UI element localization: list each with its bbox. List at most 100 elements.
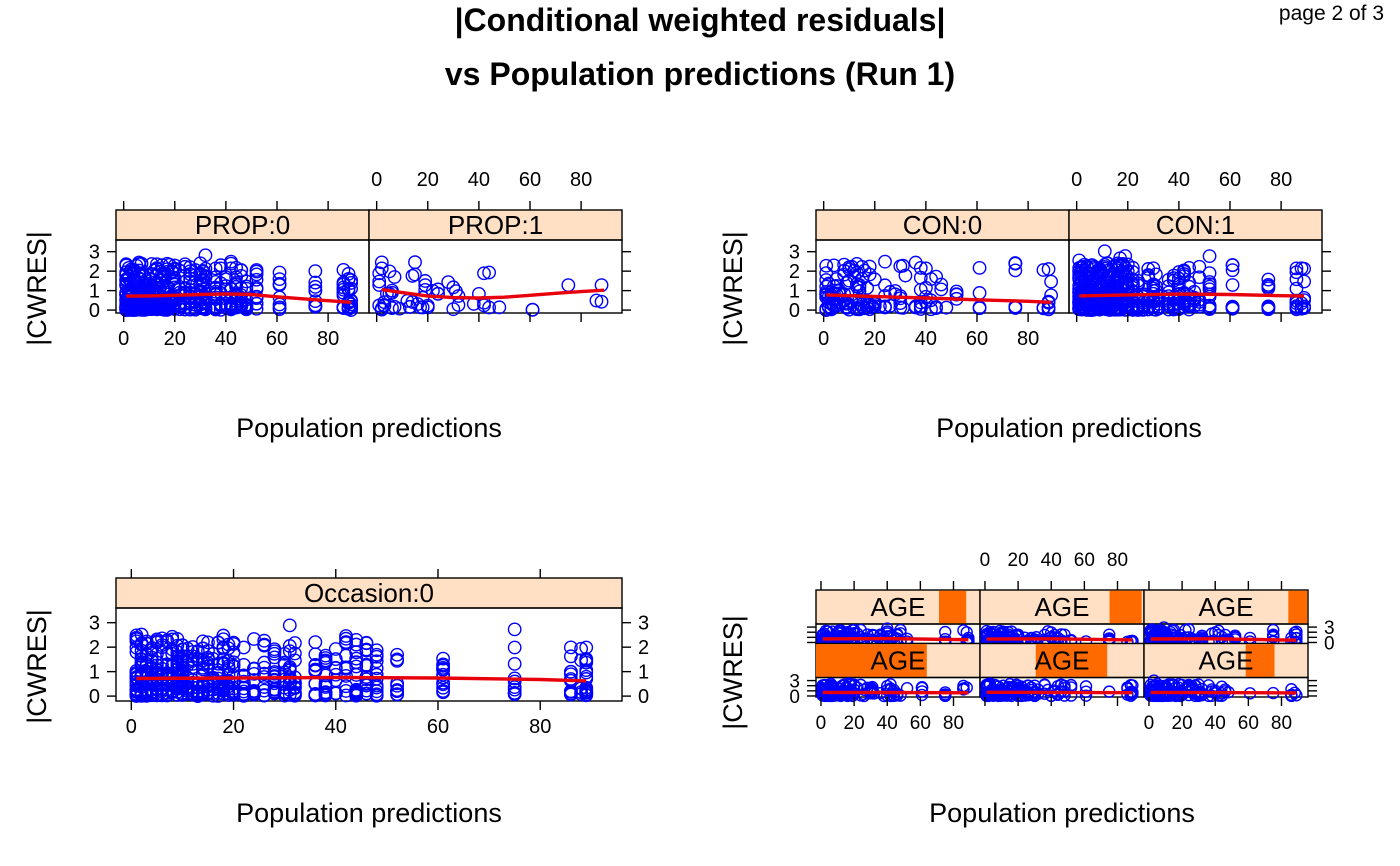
- data-point: [257, 688, 272, 703]
- strip-level-shade: [939, 590, 967, 624]
- data-point: [878, 299, 892, 314]
- data-point: [579, 640, 594, 655]
- data-point: [249, 272, 264, 287]
- x-tick-label: 40: [915, 328, 937, 350]
- panel-4-3: AGE 03: [1143, 581, 1335, 654]
- data-point: [436, 685, 451, 700]
- x-tick-label-top: 80: [570, 169, 592, 191]
- smooth-line: [1079, 292, 1305, 298]
- data-point: [208, 270, 223, 285]
- data-point: [328, 661, 343, 676]
- data-point: [418, 274, 433, 288]
- data-point: [318, 685, 333, 700]
- data-point: [170, 687, 185, 702]
- y-tick-label: 2: [89, 637, 100, 659]
- data-point: [1192, 259, 1207, 274]
- data-point: [247, 685, 261, 700]
- data-point: [929, 301, 944, 316]
- x-tick-label: 0: [118, 328, 129, 350]
- data-point: [1118, 300, 1133, 315]
- strip-label: AGE: [1035, 646, 1090, 676]
- data-point: [211, 635, 226, 650]
- data-point: [934, 282, 949, 297]
- data-point: [949, 284, 964, 299]
- data-point: [132, 272, 146, 286]
- data-point: [908, 299, 923, 314]
- data-point: [1110, 256, 1125, 271]
- data-point: [267, 646, 282, 661]
- data-point: [1261, 279, 1276, 294]
- data-point: [842, 273, 857, 288]
- data-point: [390, 647, 405, 662]
- data-point: [1125, 284, 1140, 299]
- y-tick-label-right: 2: [638, 637, 649, 659]
- data-point: [226, 655, 241, 670]
- y-tick-label-right: 3: [1324, 618, 1335, 639]
- data-point: [913, 270, 928, 285]
- data-point: [287, 636, 302, 650]
- data-point: [829, 689, 843, 702]
- data-point: [1018, 689, 1031, 702]
- data-point: [1179, 682, 1192, 695]
- x-tick-label: 40: [1205, 713, 1226, 734]
- data-point: [436, 651, 451, 666]
- data-point: [1087, 296, 1102, 311]
- data-point: [129, 632, 144, 646]
- data-point: [525, 302, 540, 317]
- data-point: [282, 618, 297, 633]
- panel-border: [115, 607, 623, 702]
- data-point: [1038, 678, 1051, 691]
- chart-title-line2: vs Population predictions (Run 1): [444, 56, 956, 92]
- data-point: [137, 292, 152, 307]
- panel-4-4: AGE 0 20 40 60 80 03: [789, 642, 981, 734]
- data-point: [234, 263, 249, 278]
- data-point: [328, 667, 343, 682]
- panel-2-2: CON:1 0 20 40 60 80: [1068, 169, 1331, 322]
- y-tick-label: 3: [789, 242, 800, 264]
- data-point: [1289, 261, 1304, 276]
- data-point: [224, 301, 238, 316]
- data-point: [382, 264, 397, 279]
- y-axis-label: |CWRES|: [22, 609, 52, 724]
- data-point: [847, 301, 862, 315]
- data-point: [308, 658, 323, 672]
- y-tick-label: 2: [89, 261, 100, 283]
- data-point: [308, 647, 323, 662]
- y-tick-label: 0: [789, 687, 800, 708]
- x-tick-label: 40: [877, 713, 898, 734]
- data-point: [374, 255, 389, 270]
- data-point: [913, 261, 928, 275]
- x-tick-label-top: 40: [1041, 550, 1062, 571]
- x-tick-label-top: 80: [1107, 550, 1128, 571]
- data-point: [160, 647, 175, 662]
- data-point: [408, 255, 422, 270]
- data-point: [1010, 678, 1023, 691]
- data-point: [1182, 623, 1195, 636]
- data-point: [349, 645, 364, 660]
- x-axis-label: Population predictions: [236, 413, 502, 443]
- data-point: [1202, 298, 1217, 313]
- data-point: [344, 276, 359, 290]
- strip-background: [368, 209, 623, 241]
- x-tick-label-top: 20: [1117, 169, 1139, 191]
- x-tick-label: 80: [1017, 328, 1039, 350]
- data-point: [1072, 302, 1087, 317]
- data-point: [1131, 289, 1145, 304]
- data-point: [178, 302, 192, 317]
- panel-4-6: AGE 0 20 40 60 80: [1143, 642, 1317, 734]
- x-tick-label-top: 40: [468, 169, 490, 191]
- strip-label: AGE: [1035, 592, 1090, 622]
- data-point: [272, 272, 287, 287]
- data-point: [339, 661, 353, 676]
- data-point: [339, 636, 353, 651]
- data-point: [277, 656, 292, 671]
- data-point: [1115, 296, 1130, 311]
- data-point: [824, 302, 839, 317]
- data-point: [893, 259, 908, 274]
- data-point: [1118, 275, 1133, 290]
- data-point: [372, 278, 387, 292]
- data-point: [1085, 266, 1099, 281]
- y-tick-label: 3: [89, 613, 100, 635]
- data-point: [839, 276, 854, 290]
- data-point: [446, 302, 461, 317]
